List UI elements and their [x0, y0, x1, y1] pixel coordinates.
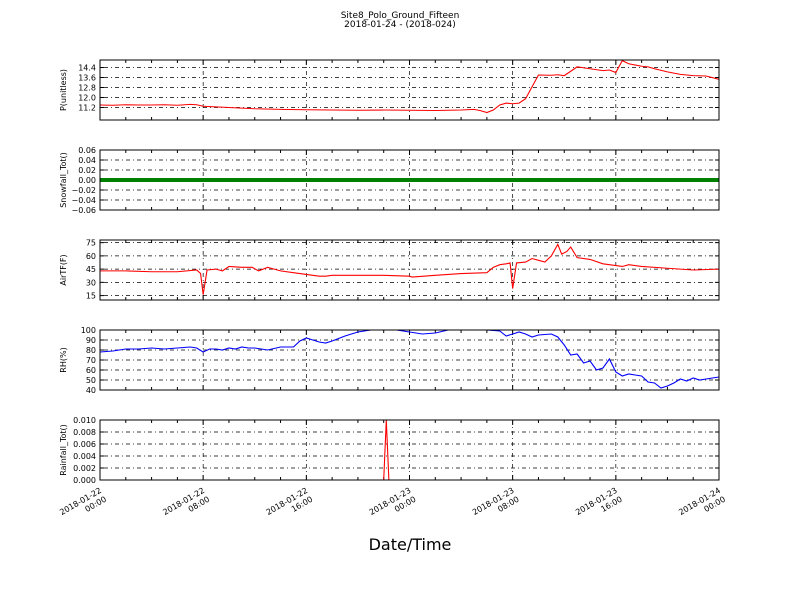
series-line-3-1	[100, 243, 719, 295]
axes-frame	[99, 149, 720, 211]
chart-subtitle: 2018-01-24 - (2018-024)	[344, 20, 456, 30]
axes-frame	[99, 239, 720, 301]
y-tick-label: 14.4	[78, 64, 96, 73]
y-tick-label: 15	[86, 292, 96, 301]
x-tick-label: 2018-01-2308:00	[471, 486, 521, 526]
axes-frame	[99, 329, 720, 391]
y-tick-label: 0.004	[73, 452, 96, 461]
y-tick-label: 0.00	[78, 176, 96, 185]
chart-title: Site8_Polo_Ground_Fifteen	[340, 11, 460, 21]
y-axis-label: P(unitless)	[59, 69, 68, 111]
y-tick-label: 100	[81, 326, 96, 335]
series-line-1-1	[100, 60, 719, 114]
y-axis-label: Rainfall_Tot()	[59, 424, 68, 476]
y-tick-label: 0.06	[78, 146, 96, 155]
y-tick-label: 60	[86, 252, 96, 261]
y-tick-label: 0.010	[73, 416, 96, 425]
y-tick-label: 75	[86, 239, 96, 248]
subplot-3: 15 30 45 60 75 AirTF(F)	[59, 239, 720, 301]
y-axis-label: Snowfall_Tot()	[59, 152, 68, 208]
subplot-1: 11.212.012.813.614.4 P(unitless)	[59, 59, 720, 121]
y-tick-label: 60	[86, 366, 96, 375]
x-tick-label: 2018-01-2216:00	[265, 486, 315, 526]
y-tick-label: 0.000	[73, 476, 96, 485]
y-tick-label: 13.6	[78, 74, 96, 83]
subplot-5: 0.000 0.002 0.004 0.006 0.008 0.010 Rainfall_T…	[59, 416, 720, 485]
y-tick-label: −0.02	[71, 186, 96, 195]
y-tick-label: 0.002	[73, 464, 96, 473]
x-axis-label: Date/Time	[369, 535, 452, 554]
x-tick-label: 2018-01-2400:00	[677, 486, 727, 526]
y-tick-label: 0.02	[78, 166, 96, 175]
y-tick-label: 11.2	[78, 104, 96, 113]
y-tick-label: 70	[86, 356, 96, 365]
y-tick-label: 45	[86, 265, 96, 274]
series-line-4-1	[100, 330, 719, 389]
y-tick-label: 0.04	[78, 156, 96, 165]
y-tick-label: 0.008	[73, 428, 96, 437]
x-tick-label: 2018-01-2316:00	[574, 486, 624, 526]
y-tick-label: 50	[86, 376, 96, 385]
y-axis-label: RH(%)	[59, 347, 68, 372]
y-tick-label: 40	[86, 386, 96, 395]
y-tick-label: 80	[86, 346, 96, 355]
y-axis-label: AirTF(F)	[59, 254, 68, 285]
y-tick-label: −0.06	[71, 206, 96, 215]
y-tick-label: 12.8	[78, 84, 96, 93]
y-tick-label: 30	[86, 278, 96, 287]
y-tick-label: 12.0	[78, 94, 96, 103]
subplot-2: −0.06−0.04−0.020.000.020.040.06 Snowfall_…	[59, 146, 720, 215]
axes-frame	[99, 59, 720, 121]
y-tick-label: 90	[86, 336, 96, 345]
axes-frame	[99, 419, 720, 481]
x-tick-label: 2018-01-2300:00	[368, 486, 418, 526]
y-tick-label: 0.006	[73, 440, 96, 449]
x-tick-labels: 2018-01-2200:00 2018-01-2208:00 2018-01-22…	[58, 486, 727, 526]
x-tick-label: 2018-01-2200:00	[58, 486, 108, 526]
y-tick-label: −0.04	[71, 196, 96, 205]
x-tick-label: 2018-01-2208:00	[161, 486, 211, 526]
